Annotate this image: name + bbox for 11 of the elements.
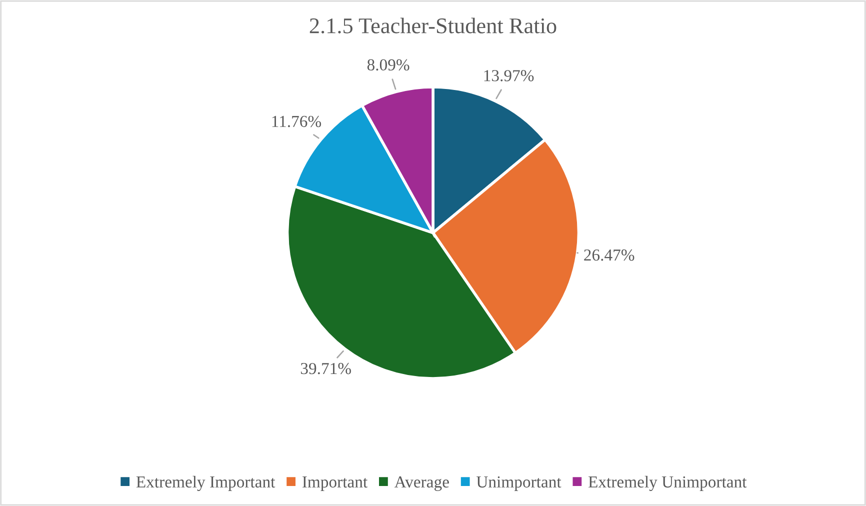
legend-label: Extremely Unimportant — [588, 476, 747, 491]
data-label: 13.97% — [484, 70, 534, 82]
data-label: 8.09% — [367, 59, 410, 71]
legend-label: Average — [394, 476, 449, 491]
chart-title: 2.1.5 Teacher-Student Ratio — [310, 18, 556, 34]
legend-label: Extremely Important — [136, 476, 276, 491]
legend-label: Important — [302, 476, 368, 491]
data-label: 39.71% — [300, 362, 351, 374]
data-label: 26.47% — [584, 249, 634, 261]
legend-label: Unimportant — [476, 476, 562, 491]
data-label: 11.76% — [272, 116, 322, 128]
